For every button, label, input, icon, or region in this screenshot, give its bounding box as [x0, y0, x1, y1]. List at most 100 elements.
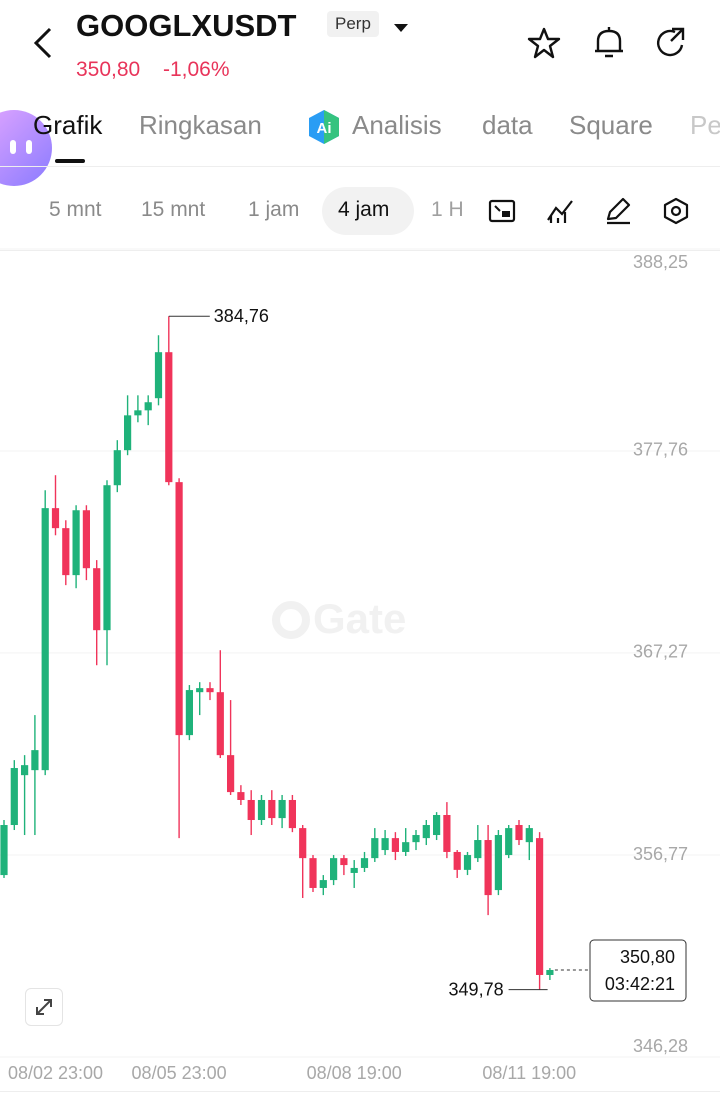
candle-body: [422, 825, 430, 839]
y-tick-label: 356,77: [633, 844, 688, 864]
candle-body: [144, 402, 152, 411]
interval[interactable]: 15 mnt: [141, 198, 206, 221]
y-tick-label: 388,25: [633, 252, 688, 272]
last-price-label: 350,80: [620, 947, 675, 967]
candle-body: [165, 352, 173, 483]
settings-icon[interactable]: [661, 196, 691, 226]
candle-body: [319, 880, 327, 888]
tab[interactable]: Analisis: [352, 110, 442, 140]
candle-body: [463, 855, 472, 870]
candle-body: [21, 765, 29, 776]
candle-body: [227, 755, 235, 793]
low-label: 349,78: [449, 979, 504, 999]
tab[interactable]: Square: [569, 110, 653, 140]
candle-body: [299, 828, 307, 859]
candle-body: [10, 768, 18, 826]
candle-body: [134, 410, 142, 416]
candle-body: [103, 485, 111, 631]
separator: [0, 250, 720, 251]
candle-body: [309, 858, 317, 888]
x-tick-label: 08/02 23:00: [8, 1063, 103, 1083]
candle-body: [72, 510, 80, 576]
candle-body: [525, 828, 533, 843]
candle-body: [433, 815, 441, 836]
tab[interactable]: Pe: [690, 110, 720, 140]
candle-body: [350, 867, 358, 873]
x-tick-label: 08/08 19:00: [307, 1063, 402, 1083]
candle-body: [247, 799, 255, 821]
candle-body: [536, 838, 544, 975]
candle-body: [360, 858, 369, 868]
alert-icon[interactable]: [592, 25, 626, 61]
interval[interactable]: 1 H: [431, 198, 464, 221]
candle-body: [185, 690, 193, 736]
candle-body: [175, 482, 183, 736]
symbol-dropdown[interactable]: [393, 22, 409, 34]
separator: [0, 166, 720, 167]
candle-body: [484, 840, 492, 896]
interval[interactable]: 5 mnt: [49, 198, 102, 221]
active-tab-indicator: [55, 159, 85, 163]
indicator-icon[interactable]: [545, 196, 575, 226]
candle-body: [113, 450, 121, 486]
tab[interactable]: Grafik: [33, 110, 103, 140]
ai-icon: Ai: [309, 110, 339, 144]
candle-body: [494, 835, 502, 891]
candle-body: [216, 692, 224, 756]
high-label: 384,76: [214, 306, 269, 326]
candle-body: [93, 568, 101, 631]
candle-body: [0, 825, 8, 876]
share-icon[interactable]: [654, 26, 688, 60]
candle-body: [154, 352, 163, 399]
candle-body: [288, 799, 296, 829]
x-tick-label: 08/05 23:00: [132, 1063, 227, 1083]
candle-body: [124, 415, 132, 451]
x-tick-label: 08/11 19:00: [482, 1063, 576, 1083]
candle-body: [51, 508, 60, 529]
candle-body: [443, 815, 451, 852]
layout-icon[interactable]: [487, 196, 517, 226]
expand-button[interactable]: [25, 988, 63, 1026]
tab[interactable]: data: [482, 110, 533, 140]
countdown: 03:42:21: [605, 974, 675, 994]
candle-body: [82, 510, 90, 569]
draw-icon[interactable]: [603, 196, 633, 226]
candle-body: [237, 792, 245, 800]
candle-body: [402, 842, 410, 852]
y-tick-label: 346,28: [633, 1036, 688, 1056]
interval[interactable]: 1 jam: [248, 198, 300, 221]
candle-body: [515, 825, 523, 841]
y-tick-label: 377,76: [633, 440, 688, 460]
candle-body: [340, 858, 348, 866]
candle-body: [546, 969, 554, 975]
candle-body: [371, 838, 379, 859]
svg-text:Ai: Ai: [317, 120, 332, 137]
candle-body: [31, 750, 39, 771]
watermark-logo: [272, 601, 310, 639]
symbol-title: GOOGLXUSDT: [76, 8, 297, 43]
candle-body: [206, 688, 214, 693]
perp-badge: Perp: [327, 11, 379, 37]
candle-body: [505, 828, 513, 856]
separator: [0, 1091, 720, 1092]
y-tick-label: 367,27: [633, 642, 688, 662]
candle-body: [412, 835, 420, 843]
candle-body: [453, 851, 461, 870]
tab[interactable]: Ringkasan: [139, 110, 262, 140]
candle-body: [391, 838, 399, 852]
back-button[interactable]: [30, 26, 58, 60]
watermark: Gate: [313, 595, 406, 642]
active-interval-pill: [322, 187, 414, 235]
candle-body: [257, 799, 266, 821]
candle-body: [268, 799, 276, 819]
candle-body: [196, 688, 204, 693]
last-price-box: [589, 939, 687, 1002]
candle-body: [381, 838, 389, 851]
candle-body: [278, 799, 286, 819]
header-change: -1,06%: [163, 58, 230, 81]
favorite-icon[interactable]: [527, 26, 561, 60]
interval[interactable]: 4 jam: [338, 198, 390, 221]
candle-body: [41, 508, 49, 771]
